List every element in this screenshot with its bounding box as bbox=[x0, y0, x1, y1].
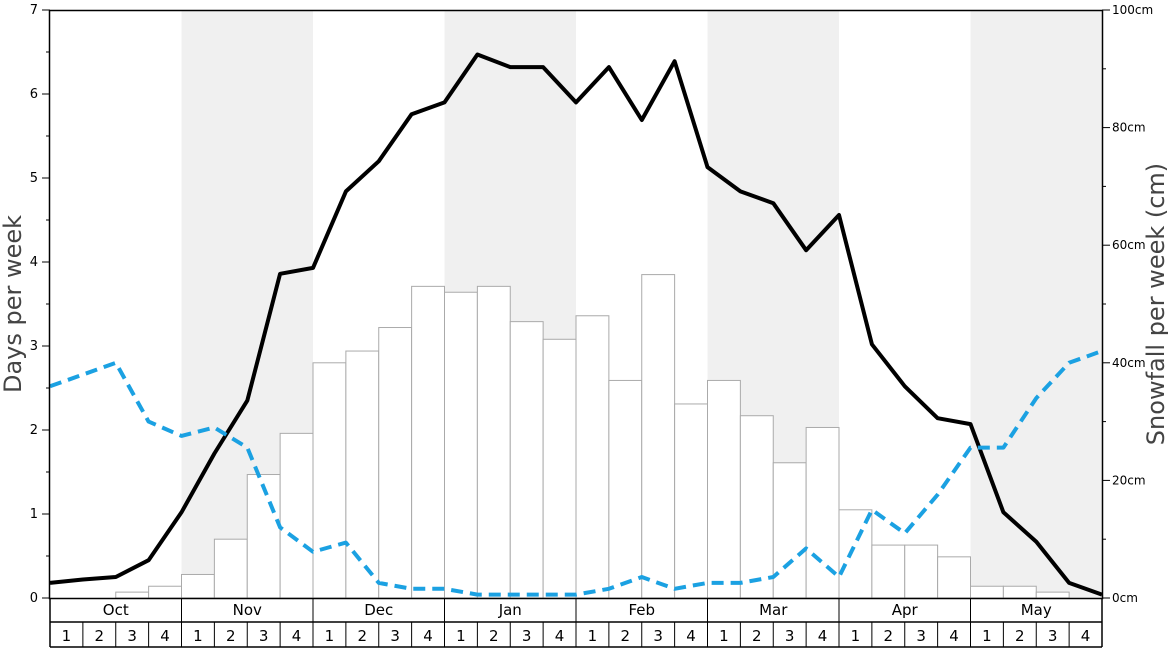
snowfall-bar bbox=[1002, 585, 1037, 599]
snowfall-bar bbox=[575, 315, 610, 599]
week-label: 1 bbox=[851, 627, 861, 645]
week-label: 1 bbox=[588, 627, 598, 645]
data-lines bbox=[49, 52, 1103, 597]
snowfall-bar bbox=[641, 274, 676, 599]
week-label: 1 bbox=[193, 627, 203, 645]
week-label: 2 bbox=[621, 627, 631, 645]
snowfall-bar bbox=[904, 544, 939, 599]
left-tick-label: 0 bbox=[30, 591, 38, 606]
month-label: Apr bbox=[892, 601, 919, 619]
month-label: Feb bbox=[628, 601, 655, 619]
snowfall-bar bbox=[345, 350, 380, 599]
right-axis: 0cm 20cm 40cm 60cm 80cm 100cm bbox=[1102, 3, 1153, 605]
month-label: Nov bbox=[233, 601, 262, 619]
week-label: 1 bbox=[982, 627, 992, 645]
snowfall-bar bbox=[181, 573, 215, 599]
snowfall-bar bbox=[937, 556, 971, 599]
week-label: 1 bbox=[62, 627, 72, 645]
left-tick-label: 2 bbox=[30, 423, 38, 438]
snowfall-bar bbox=[148, 585, 182, 599]
month-label: Oct bbox=[103, 601, 129, 619]
week-label: 3 bbox=[916, 627, 926, 645]
week-label: 3 bbox=[127, 627, 137, 645]
snowfall-bar bbox=[970, 585, 1004, 599]
week-label: 2 bbox=[752, 627, 762, 645]
snowfall-bar bbox=[312, 362, 347, 599]
week-label: 3 bbox=[390, 627, 400, 645]
week-label: 3 bbox=[653, 627, 663, 645]
left-tick-label: 3 bbox=[30, 339, 38, 354]
snowfall-bar bbox=[739, 415, 774, 599]
left-tick-label: 4 bbox=[30, 255, 38, 270]
left-tick-label: 7 bbox=[30, 3, 38, 18]
snowfall-bar bbox=[476, 285, 511, 599]
snowfall-bar bbox=[542, 338, 577, 599]
week-label: 4 bbox=[423, 627, 433, 645]
week-label: 4 bbox=[160, 627, 170, 645]
snowfall-bar bbox=[509, 321, 544, 599]
month-label: Mar bbox=[759, 601, 788, 619]
snowfall-bar bbox=[1035, 591, 1070, 599]
week-label: 2 bbox=[1015, 627, 1025, 645]
snowfall-bar bbox=[838, 509, 873, 599]
snowfall-bar bbox=[871, 544, 906, 599]
snowfall-bar bbox=[444, 291, 478, 599]
left-tick-label: 5 bbox=[30, 171, 38, 186]
week-label: 4 bbox=[1081, 627, 1091, 645]
right-tick-label: 20cm bbox=[1112, 473, 1146, 487]
snowfall-bar bbox=[246, 474, 281, 599]
left-tick-label: 6 bbox=[30, 87, 38, 102]
week-label: 1 bbox=[325, 627, 335, 645]
snowfall-bar bbox=[115, 591, 150, 599]
snowfall-bar bbox=[378, 327, 413, 599]
month-label: May bbox=[1021, 601, 1052, 619]
week-label: 4 bbox=[555, 627, 565, 645]
week-label: 2 bbox=[95, 627, 105, 645]
week-label: 1 bbox=[719, 627, 729, 645]
dashed-line-series bbox=[49, 349, 1103, 597]
snowfall-bar bbox=[707, 379, 741, 599]
week-label: 3 bbox=[785, 627, 795, 645]
month-shade-may bbox=[970, 10, 1102, 598]
month-label: Dec bbox=[364, 601, 393, 619]
week-label: 2 bbox=[884, 627, 894, 645]
right-tick-label: 80cm bbox=[1112, 121, 1146, 135]
snowfall-bar bbox=[213, 538, 248, 599]
week-label: 4 bbox=[686, 627, 696, 645]
snowfall-bar bbox=[411, 285, 445, 599]
right-tick-label: 100cm bbox=[1112, 3, 1153, 17]
week-label: 3 bbox=[1048, 627, 1058, 645]
week-label: 4 bbox=[292, 627, 302, 645]
x-axis: Oct 1 2 3 4 Nov 1 2 3 4 Dec 1 2 3 4 Jan 1 2 3 4 Feb 1 2 3 4 Mar 1 2… bbox=[49, 598, 1103, 648]
week-label: 1 bbox=[456, 627, 466, 645]
snowfall-bar bbox=[674, 403, 708, 599]
left-tick-label: 1 bbox=[30, 507, 38, 522]
week-label: 2 bbox=[358, 627, 368, 645]
snowfall-bar bbox=[608, 379, 643, 599]
right-axis-label: Snowfall per week (cm) bbox=[1142, 163, 1168, 445]
right-tick-label: 40cm bbox=[1112, 356, 1146, 370]
right-tick-label: 0cm bbox=[1112, 591, 1138, 605]
left-axis: 0 1 2 3 4 5 6 7 bbox=[30, 3, 50, 606]
snowfall-bar bbox=[772, 462, 807, 599]
week-label: 3 bbox=[522, 627, 532, 645]
month-label: Jan bbox=[498, 601, 522, 619]
week-label: 2 bbox=[489, 627, 499, 645]
snowfall-bar bbox=[279, 432, 314, 599]
week-label: 2 bbox=[226, 627, 236, 645]
snowfall-bars bbox=[115, 274, 1070, 599]
week-label: 4 bbox=[949, 627, 959, 645]
week-label: 3 bbox=[259, 627, 269, 645]
right-tick-label: 60cm bbox=[1112, 238, 1146, 252]
week-label: 4 bbox=[818, 627, 828, 645]
left-axis-label: Days per week bbox=[0, 215, 27, 393]
